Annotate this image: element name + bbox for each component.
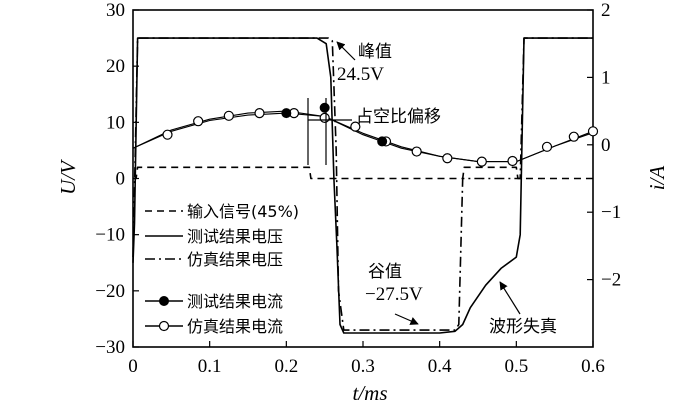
left-y-tick-label: 0 (116, 169, 126, 190)
peak-value: 24.5V (337, 64, 384, 85)
peak-label: 峰值 (358, 42, 392, 62)
open-marker (541, 141, 553, 152)
left-y-tick-label: −10 (95, 225, 125, 246)
left-y-tick-label: 20 (106, 56, 125, 77)
series-line-2 (132, 37, 593, 331)
legend-label-0: 输入信号(45%) (187, 202, 299, 221)
open-marker (507, 155, 518, 167)
open-marker (587, 126, 599, 137)
right-y-tick-label: 0 (601, 135, 611, 156)
x-axis-title: t/ms (352, 381, 387, 405)
valley-label: 谷值 (368, 262, 402, 282)
right-y-tick-label: 1 (601, 67, 611, 88)
right-y-axis-ticks: 2 1 0 −1 −2 (587, 0, 621, 291)
open-marker (350, 121, 361, 132)
filled-marker (377, 136, 388, 147)
annotation-peak: 峰值 24.5V (336, 41, 392, 85)
right-y-tick-label: −1 (601, 202, 621, 223)
annotation-valley: 谷值 −27.5V (365, 262, 423, 325)
right-y-tick-label: −2 (601, 270, 621, 291)
open-marker (476, 156, 487, 167)
filled-marker (281, 108, 292, 119)
legend-label-4: 仿真结果电流 (187, 317, 283, 336)
legend-marker-open (158, 320, 170, 332)
open-marker (442, 153, 453, 164)
distortion-arrow (499, 281, 521, 315)
valley-value: −27.5V (365, 284, 423, 305)
x-tick-label: 0.1 (198, 356, 222, 377)
distortion-label: 波形失真 (489, 317, 557, 337)
annotation-duty-shift: 占空比偏移 (307, 98, 441, 165)
series-line-1 (132, 37, 593, 334)
annotation-distortion: 波形失真 (489, 281, 557, 337)
valley-arrow (394, 313, 419, 325)
legend-label-1: 测试结果电压 (187, 227, 283, 246)
open-marker (411, 146, 422, 157)
marker-layer (162, 102, 599, 167)
open-marker (319, 112, 330, 123)
legend-label-3: 测试结果电流 (187, 292, 283, 311)
open-marker (568, 131, 579, 142)
open-marker (254, 108, 265, 119)
x-tick-label: 0.4 (428, 356, 452, 377)
x-tick-label: 0 (128, 356, 138, 377)
x-tick-label: 0.3 (351, 356, 375, 377)
legend-label-2: 仿真结果电压 (187, 250, 283, 269)
left-y-axis-ticks: 30 20 10 0 −10 −20 −30 (95, 0, 139, 358)
x-tick-label: 0.2 (274, 356, 298, 377)
left-y-tick-label: −20 (95, 281, 125, 302)
left-y-tick-label: −30 (95, 337, 125, 358)
filled-marker (319, 102, 330, 113)
series-line-0 (133, 166, 593, 180)
open-marker (193, 116, 204, 127)
x-tick-label: 0.5 (504, 356, 528, 377)
duty-shift-label: 占空比偏移 (356, 107, 441, 127)
x-axis-ticks: 0 0.1 0.2 0.3 0.4 0.5 0.6 (128, 341, 605, 377)
x-tick-label: 0.6 (581, 356, 605, 377)
left-y-tick-label: 10 (106, 112, 125, 133)
legend-marker-filled (159, 296, 169, 306)
open-marker (162, 129, 173, 140)
left-y-axis-title: U/V (56, 159, 80, 195)
open-marker (223, 110, 234, 121)
right-y-axis-title: i/A (645, 166, 669, 191)
right-y-tick-label: 2 (601, 0, 611, 21)
peak-arrow (336, 41, 356, 61)
left-y-tick-label: 30 (106, 0, 125, 21)
